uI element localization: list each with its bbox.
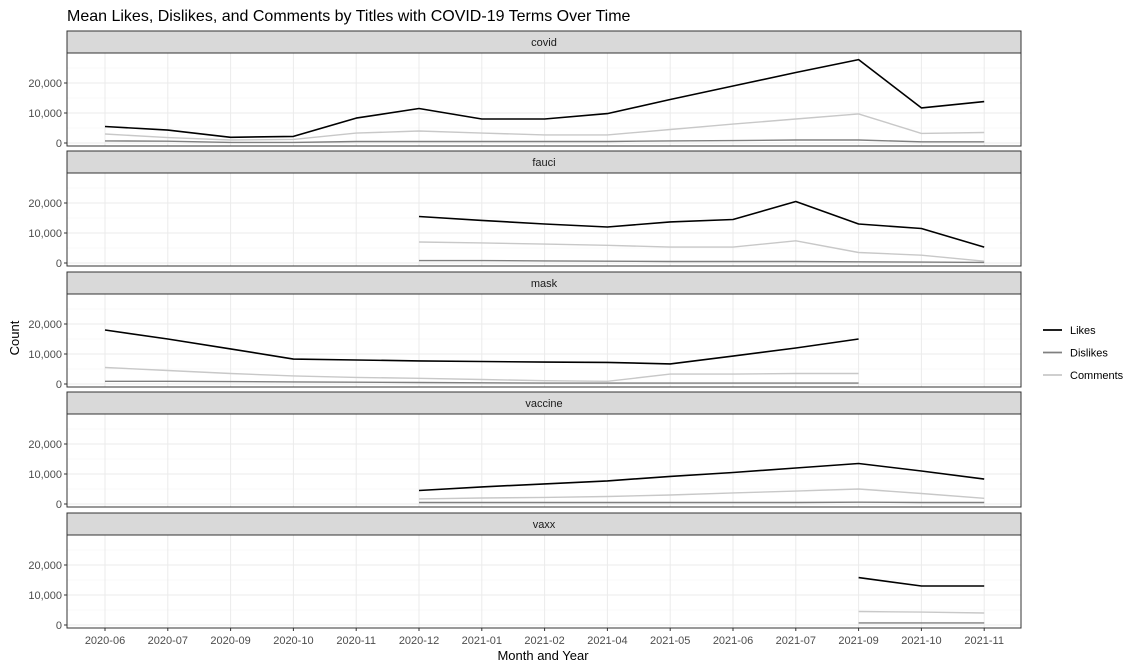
x-tick-label: 2021-10 (901, 635, 941, 647)
x-tick-label: 2021-07 (776, 635, 816, 647)
series-line-comments (104, 366, 859, 382)
plot-area (67, 414, 1021, 507)
y-tick-label: 0 (56, 138, 62, 150)
x-tick-label: 2021-11 (964, 635, 1004, 647)
y-tick-label: 0 (56, 620, 62, 632)
y-tick-label: 10,000 (28, 590, 62, 602)
facet-panels: covid010,00020,000fauci010,00020,000mask… (28, 30, 1022, 632)
x-tick-label: 2020-09 (210, 635, 250, 647)
plot-area (67, 294, 1021, 387)
x-tick-label: 2021-02 (524, 635, 564, 647)
x-tick-label: 2020-10 (273, 635, 313, 647)
series-line-comments (418, 240, 985, 262)
panel-border (66, 413, 1022, 508)
facet-panel-vaxx: vaxx 0 10,000 20,000 (28, 512, 1022, 632)
facet-strip-label: fauci (532, 157, 555, 169)
x-tick-label: 2021-04 (587, 635, 627, 647)
x-tick-label: 2020-07 (148, 635, 188, 647)
x-tick-label: 2020-11 (336, 635, 376, 647)
x-tick-label: 2021-05 (650, 635, 690, 647)
series-line-dislikes (104, 139, 985, 144)
x-tick-label: 2021-01 (462, 635, 502, 647)
facet-strip-label: covid (531, 37, 557, 49)
panel-border (66, 52, 1022, 147)
series-line-likes (104, 329, 859, 365)
facet-panel-mask: mask 0 10,000 20,000 (28, 271, 1022, 391)
panel-border (66, 534, 1022, 629)
y-tick-label: 0 (56, 499, 62, 511)
legend-label: Dislikes (1070, 348, 1108, 360)
y-axis-label: Count (7, 320, 22, 355)
y-tick-label: 20,000 (28, 78, 62, 90)
facet-strip-label: mask (531, 278, 558, 290)
y-tick-label: 10,000 (28, 469, 62, 481)
y-tick-label: 10,000 (28, 228, 62, 240)
series-line-likes (104, 58, 985, 139)
x-tick-label: 2021-09 (838, 635, 878, 647)
y-tick-label: 20,000 (28, 198, 62, 210)
legend-item-comments: Comments (1043, 370, 1124, 382)
x-tick-label: 2020-12 (399, 635, 439, 647)
x-tick-label: 2020-06 (85, 635, 125, 647)
y-tick-label: 0 (56, 379, 62, 391)
legend: Likes Dislikes Comments (1043, 325, 1124, 382)
legend-label: Likes (1070, 325, 1096, 337)
x-tick-label: 2021-06 (713, 635, 753, 647)
y-tick-label: 10,000 (28, 108, 62, 120)
plot-area (67, 53, 1021, 146)
facet-panel-vaccine: vaccine 0 10,000 20,000 (28, 391, 1022, 511)
legend-item-dislikes: Dislikes (1043, 348, 1108, 360)
chart-title: Mean Likes, Dislikes, and Comments by Ti… (67, 8, 631, 25)
series-line-likes (418, 200, 985, 248)
legend-label: Comments (1070, 370, 1124, 382)
y-tick-label: 20,000 (28, 439, 62, 451)
facet-strip-label: vaccine (525, 398, 562, 410)
panel-border (66, 172, 1022, 267)
series-line-dislikes (419, 259, 985, 264)
series-line-likes (858, 576, 985, 587)
panel-border (66, 293, 1022, 388)
y-tick-label: 20,000 (28, 560, 62, 572)
y-tick-label: 20,000 (28, 319, 62, 331)
facet-panel-covid: covid 0 10,000 20,000 (28, 30, 1022, 150)
y-tick-label: 0 (56, 258, 62, 270)
series-line-comments (418, 488, 985, 500)
series-line-likes (418, 462, 985, 492)
x-axis-label: Month and Year (497, 648, 589, 663)
series-line-dislikes (105, 380, 859, 384)
y-tick-label: 10,000 (28, 349, 62, 361)
plot-area (67, 535, 1021, 628)
series-line-comments (104, 113, 985, 141)
legend-item-likes: Likes (1043, 325, 1096, 337)
plot-area (67, 173, 1021, 266)
facet-panel-fauci: fauci 0 10,000 20,000 (28, 150, 1022, 270)
x-axis: 2020-06 2020-07 2020-09 2020-10 2020-11 2020-… (85, 628, 1004, 647)
series-line-comments (858, 610, 985, 614)
facet-strip-label: vaxx (533, 519, 556, 531)
